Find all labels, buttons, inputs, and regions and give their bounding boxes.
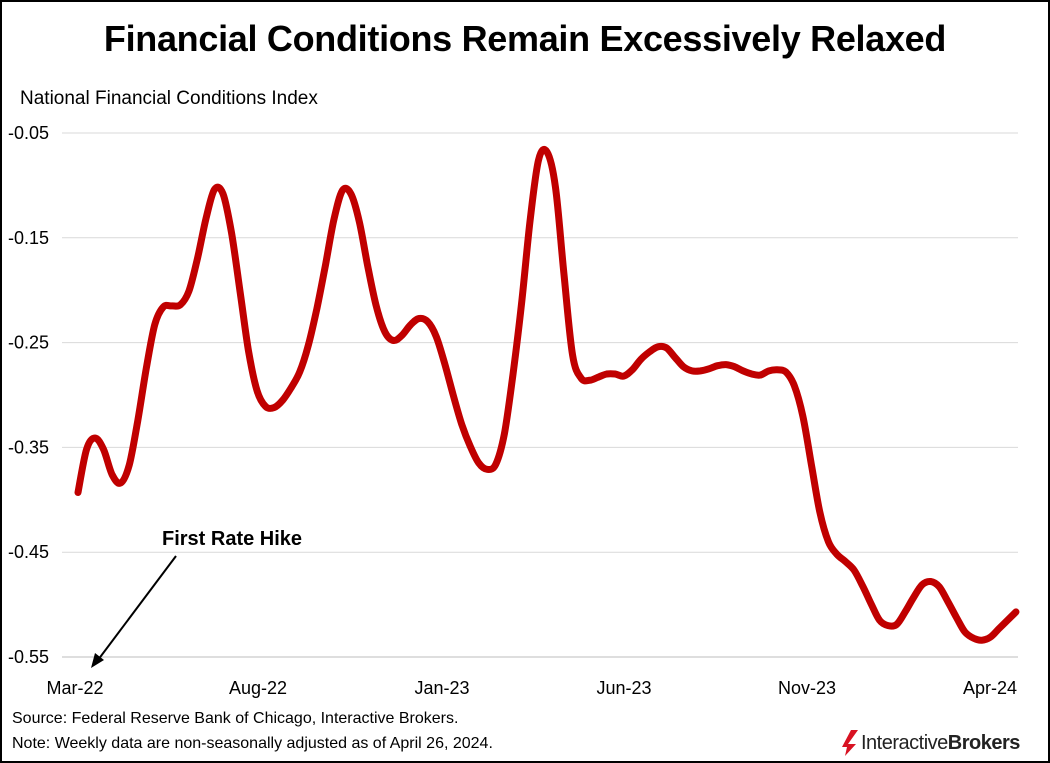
y-tick-label: -0.25 xyxy=(8,333,49,353)
annotation-arrowhead xyxy=(91,653,104,668)
logo-word-brokers: Brokers xyxy=(947,731,1021,754)
source-note: Source: Federal Reserve Bank of Chicago,… xyxy=(12,710,459,727)
y-axis-ticks: -0.05 -0.15 -0.25 -0.35 -0.45 -0.55 xyxy=(8,123,49,667)
x-axis-ticks: Mar-22 Aug-22 Jan-23 Jun-23 Nov-23 Apr-24 xyxy=(46,678,1017,698)
x-tick-label: Jan-23 xyxy=(414,678,469,698)
x-tick-label: Apr-24 xyxy=(963,678,1017,698)
annotation-arrow xyxy=(97,555,177,661)
y-tick-label: -0.55 xyxy=(8,647,49,667)
logo-word-interactive: Interactive xyxy=(861,731,948,754)
x-tick-label: Nov-23 xyxy=(778,678,836,698)
brokers-logo-icon xyxy=(842,730,858,756)
series-line xyxy=(74,145,1020,644)
y-tick-label: -0.15 xyxy=(8,228,49,248)
logo-wordmark: InteractiveBrokers xyxy=(861,732,1020,755)
interactive-brokers-logo: InteractiveBrokers xyxy=(842,728,1020,758)
y-tick-label: -0.05 xyxy=(8,123,49,143)
y-axis-label: National Financial Conditions Index xyxy=(20,88,318,109)
grid-lines xyxy=(62,132,1018,658)
x-tick-label: Aug-22 xyxy=(229,678,287,698)
annotation-label: First Rate Hike xyxy=(162,528,302,550)
chart-title: Financial Conditions Remain Excessively … xyxy=(103,18,947,59)
x-tick-label: Mar-22 xyxy=(46,678,103,698)
data-note: Note: Weekly data are non-seasonally adj… xyxy=(12,735,493,752)
y-tick-label: -0.35 xyxy=(8,437,49,457)
annotation-first-rate-hike: First Rate Hike xyxy=(91,528,302,668)
y-tick-label: -0.45 xyxy=(8,542,49,562)
x-tick-label: Jun-23 xyxy=(596,678,651,698)
